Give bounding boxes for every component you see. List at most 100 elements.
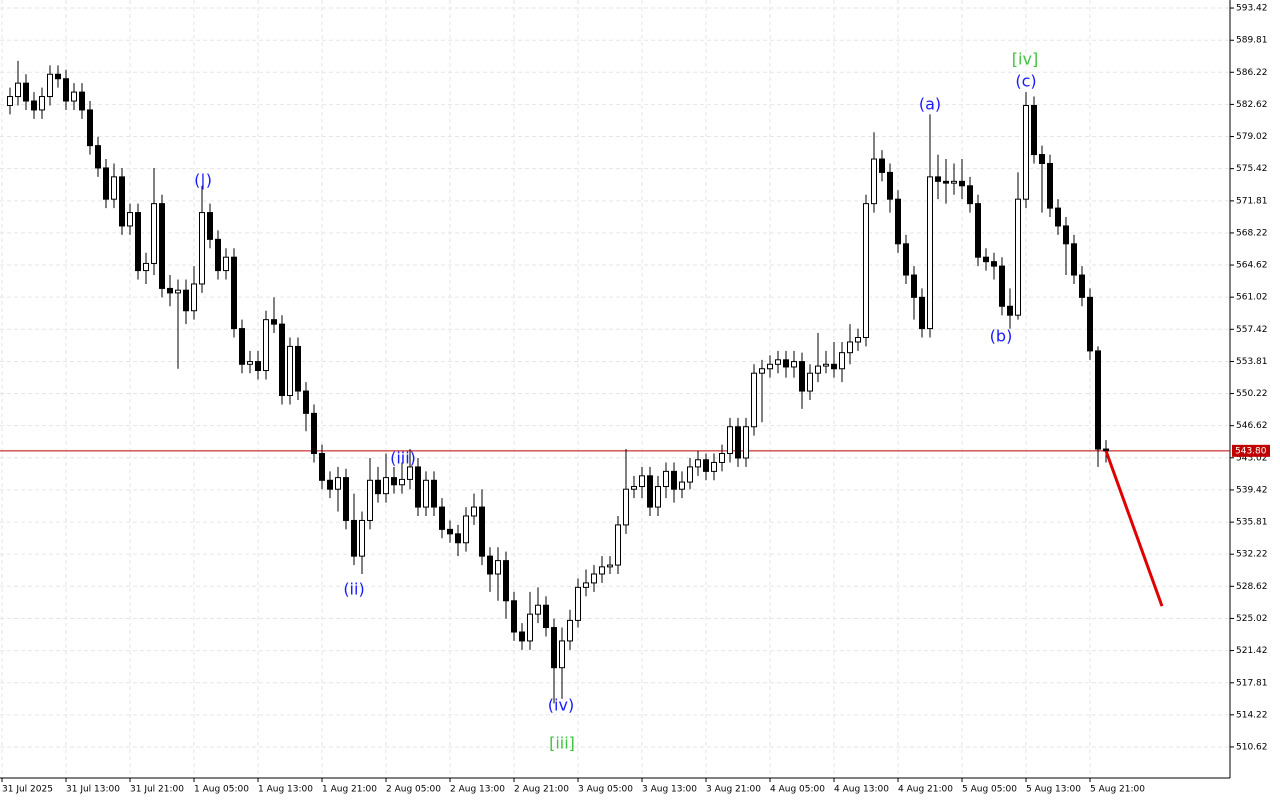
candle-body	[215, 238, 221, 272]
candle	[1023, 92, 1029, 209]
candle	[567, 609, 573, 650]
candle	[1071, 234, 1077, 284]
candle-body	[775, 359, 781, 365]
candle	[863, 194, 869, 347]
candle-body	[127, 212, 133, 227]
candle-body	[887, 171, 893, 200]
candle-body	[343, 477, 349, 521]
candle	[1015, 172, 1021, 320]
candle	[751, 364, 757, 436]
candle-body	[679, 481, 685, 490]
candle	[423, 471, 429, 516]
candle-body	[399, 478, 405, 486]
candle	[975, 194, 981, 267]
y-tick-label: 528.62	[1236, 582, 1268, 592]
candle	[351, 493, 357, 566]
candle-body	[391, 477, 397, 486]
candle-body	[31, 100, 37, 111]
candle-body	[1063, 225, 1069, 245]
candle-body	[871, 158, 877, 205]
candle-body	[159, 203, 165, 289]
x-tick-label: 3 Aug 13:00	[642, 785, 697, 795]
x-tick-label: 31 Jul 13:00	[66, 785, 120, 795]
candle	[687, 457, 693, 490]
candle	[231, 248, 237, 338]
candle-body	[1055, 207, 1061, 227]
candle	[127, 203, 133, 235]
candle-body	[591, 573, 597, 584]
candle	[335, 466, 341, 512]
candle-body	[1031, 104, 1037, 156]
candle	[239, 319, 245, 374]
candle-body	[407, 466, 413, 480]
candle-body	[231, 256, 237, 330]
x-tick-label: 4 Aug 13:00	[834, 785, 889, 795]
candle	[279, 315, 285, 405]
candle-body	[7, 96, 13, 106]
wave-label: (ii)	[343, 580, 364, 599]
candle-body	[463, 515, 469, 544]
candle	[879, 150, 885, 182]
candle	[967, 176, 973, 213]
candle	[1031, 96, 1037, 164]
candle	[111, 163, 117, 209]
wave-label: [iii]	[549, 734, 575, 753]
y-tick-label: 575.42	[1236, 164, 1268, 174]
y-tick-label: 568.22	[1236, 228, 1268, 238]
x-tick-label: 3 Aug 05:00	[578, 785, 633, 795]
candle-body	[807, 372, 813, 392]
candle	[31, 92, 37, 119]
candle-body	[415, 466, 421, 508]
candle	[455, 524, 461, 557]
candle-body	[487, 555, 493, 575]
candle-body	[247, 361, 253, 365]
candle-body	[839, 352, 845, 370]
candle	[911, 266, 917, 320]
candle-body	[791, 361, 797, 368]
candle-body	[735, 426, 741, 459]
candle	[839, 341, 845, 383]
candle-body	[319, 453, 325, 481]
candle-body	[455, 533, 461, 544]
candle	[223, 248, 229, 280]
candle-body	[863, 203, 869, 339]
candle-body	[631, 486, 637, 490]
x-tick-label: 31 Jul 2025	[2, 785, 53, 795]
candle-body	[367, 479, 373, 521]
candle-body	[823, 363, 829, 367]
y-tick-label: 517.81	[1236, 678, 1268, 688]
candle	[495, 547, 501, 601]
candle-body	[719, 453, 725, 463]
candle-body	[855, 337, 861, 343]
y-tick-label: 514.22	[1236, 710, 1268, 720]
candle	[887, 163, 893, 213]
candle	[295, 337, 301, 400]
candle	[655, 475, 661, 516]
candle-body	[567, 619, 573, 642]
candle-body	[295, 345, 301, 392]
y-tick-label: 553.81	[1236, 357, 1268, 367]
candle-body	[1007, 305, 1013, 316]
candle	[599, 556, 605, 583]
candle	[983, 248, 989, 271]
x-tick-label: 1 Aug 05:00	[194, 785, 249, 795]
candle-body	[503, 560, 509, 602]
candle-body	[879, 158, 885, 173]
candle-body	[423, 479, 429, 508]
candle-body	[615, 524, 621, 566]
candle-body	[263, 319, 269, 372]
candle	[639, 466, 645, 499]
candle	[47, 65, 53, 106]
x-tick-label: 5 Aug 05:00	[962, 785, 1017, 795]
candle	[383, 453, 389, 503]
y-tick-label: 582.62	[1236, 100, 1268, 110]
candle	[799, 352, 805, 409]
candle-body	[303, 390, 309, 414]
candle	[7, 87, 13, 115]
candle-body	[535, 604, 541, 615]
candle-body	[79, 91, 85, 111]
candle	[695, 450, 701, 476]
candle	[439, 498, 445, 539]
candle-body	[239, 328, 245, 365]
candle	[143, 252, 149, 284]
